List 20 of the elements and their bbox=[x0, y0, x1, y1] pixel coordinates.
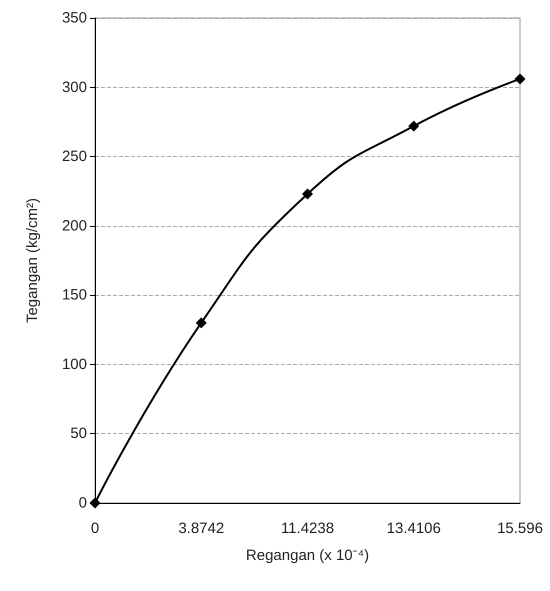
x-axis-title: Regangan (x 10⁻⁴) bbox=[246, 547, 370, 564]
y-tick-label: 350 bbox=[62, 10, 87, 26]
y-tick-label: 50 bbox=[70, 425, 87, 442]
x-tick-label: 11.4238 bbox=[280, 520, 334, 537]
y-tick-label: 300 bbox=[62, 78, 87, 96]
point bbox=[196, 317, 207, 328]
y-tick-label: 250 bbox=[62, 148, 87, 166]
point bbox=[90, 498, 100, 508]
x-tick-label: 13.4106 bbox=[386, 520, 441, 537]
x-tick-label: 15.596 bbox=[497, 520, 543, 537]
y-axis-title: Tegangan (kg/cm²) bbox=[24, 198, 41, 324]
point bbox=[408, 120, 420, 132]
point bbox=[514, 73, 526, 84]
y-tick-label: 0 bbox=[78, 494, 87, 512]
x-tick-label: 0 bbox=[90, 520, 100, 537]
point bbox=[302, 188, 313, 200]
y-tick-label: 200 bbox=[62, 217, 87, 234]
x-tick-label: 3.8742 bbox=[178, 520, 224, 537]
y-tick-label: 100 bbox=[62, 356, 87, 373]
y-tick-label: 150 bbox=[62, 286, 87, 304]
